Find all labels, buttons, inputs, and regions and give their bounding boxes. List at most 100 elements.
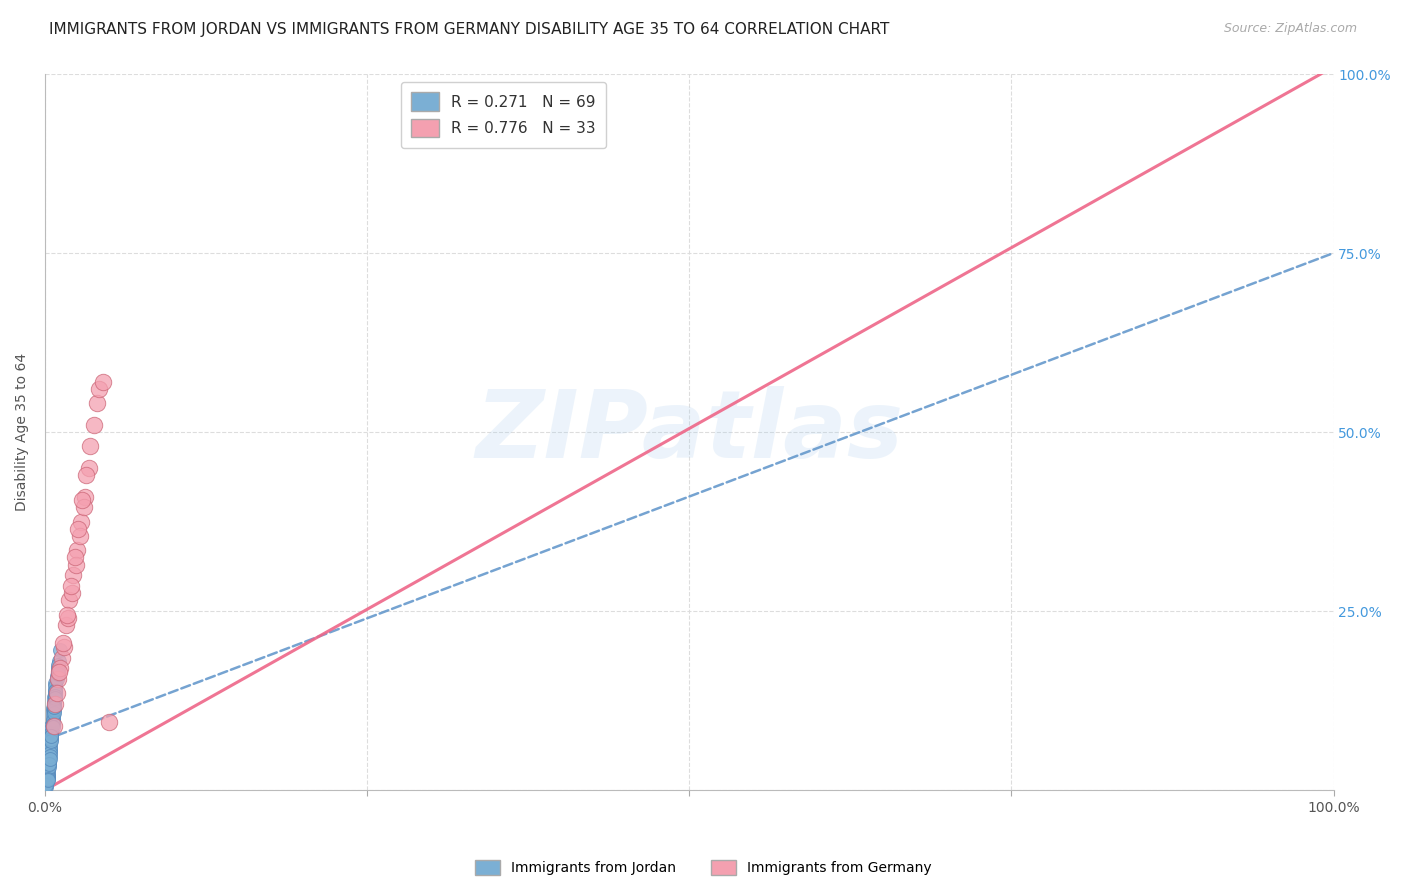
Point [56, 607, 79, 622]
Point [41, 708, 63, 723]
Point [37, 765, 59, 780]
Point [42, 719, 65, 733]
Point [41, 712, 63, 726]
Point [38, 756, 60, 770]
Point [45, 686, 67, 700]
Point [41, 734, 63, 748]
Point [69, 529, 91, 543]
Point [38, 755, 60, 769]
Point [44, 675, 66, 690]
Legend: Immigrants from Jordan, Immigrants from Germany: Immigrants from Jordan, Immigrants from … [470, 855, 936, 880]
Point [38, 757, 60, 772]
Point [62, 568, 84, 582]
Point [41, 731, 63, 746]
Point [44, 689, 66, 703]
Point [48, 665, 70, 679]
Point [46, 667, 69, 681]
Point [83, 417, 105, 432]
Point [42, 697, 65, 711]
Point [46, 665, 69, 679]
Point [37, 770, 59, 784]
Point [53, 640, 76, 654]
Point [39, 737, 62, 751]
Point [35, 778, 58, 792]
Point [91, 375, 114, 389]
Point [44, 679, 66, 693]
Point [39, 746, 62, 760]
Point [72, 493, 94, 508]
Point [44, 686, 66, 700]
Point [41, 717, 63, 731]
Point [79, 439, 101, 453]
Point [44, 697, 66, 711]
Point [39, 751, 62, 765]
Point [77, 461, 100, 475]
Point [42, 690, 65, 704]
Point [42, 697, 65, 711]
Point [46, 657, 69, 672]
Point [67, 522, 90, 536]
Point [41, 704, 63, 718]
Point [42, 703, 65, 717]
Point [41, 726, 63, 740]
Point [37, 770, 59, 784]
Point [39, 733, 62, 747]
Point [60, 586, 83, 600]
Point [37, 762, 59, 776]
Point [44, 684, 66, 698]
Point [45, 668, 67, 682]
Point [41, 726, 63, 740]
Point [49, 661, 72, 675]
Point [37, 767, 59, 781]
Point [44, 691, 66, 706]
Point [72, 500, 94, 515]
Point [52, 636, 75, 650]
Point [75, 468, 97, 483]
Point [39, 744, 62, 758]
Point [98, 715, 121, 730]
Point [41, 700, 63, 714]
Point [37, 772, 59, 786]
Point [38, 751, 60, 765]
Point [41, 713, 63, 727]
Point [42, 693, 65, 707]
Point [35, 776, 58, 790]
Point [65, 558, 87, 572]
Point [39, 741, 62, 756]
Legend: R = 0.271   N = 69, R = 0.776   N = 33: R = 0.271 N = 69, R = 0.776 N = 33 [401, 82, 606, 148]
Text: ZIPatlas: ZIPatlas [475, 386, 903, 478]
Point [37, 769, 59, 783]
Point [58, 593, 80, 607]
Point [41, 720, 63, 734]
Point [48, 654, 70, 668]
Point [39, 740, 62, 755]
Text: Source: ZipAtlas.com: Source: ZipAtlas.com [1223, 22, 1357, 36]
Point [35, 780, 58, 794]
Point [41, 719, 63, 733]
Point [38, 759, 60, 773]
Point [42, 700, 65, 714]
Point [56, 611, 79, 625]
Point [46, 661, 69, 675]
Point [45, 672, 67, 686]
Point [66, 543, 89, 558]
Point [59, 579, 82, 593]
Point [73, 490, 96, 504]
Point [35, 772, 58, 787]
Point [38, 753, 60, 767]
Point [41, 729, 63, 743]
Point [42, 700, 65, 714]
Point [39, 748, 62, 763]
Point [63, 550, 86, 565]
Point [41, 715, 63, 730]
Point [46, 663, 69, 677]
Point [41, 723, 63, 737]
Point [49, 643, 72, 657]
Point [35, 777, 58, 791]
Point [46, 672, 69, 686]
Point [38, 747, 60, 762]
Point [41, 730, 63, 744]
Point [70, 515, 93, 529]
Text: IMMIGRANTS FROM JORDAN VS IMMIGRANTS FROM GERMANY DISABILITY AGE 35 TO 64 CORREL: IMMIGRANTS FROM JORDAN VS IMMIGRANTS FRO… [49, 22, 890, 37]
Point [51, 650, 73, 665]
